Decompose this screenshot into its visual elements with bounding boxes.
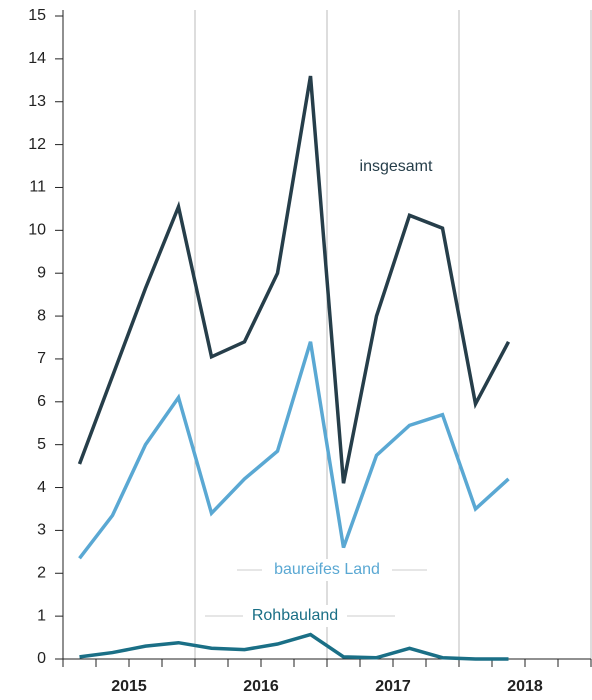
label-bg [243, 605, 347, 627]
y-tick-label: 13 [28, 93, 46, 110]
x-group-label: 2015 [111, 678, 147, 695]
y-tick-label: 7 [37, 350, 46, 367]
series-label: Rohbauland [252, 607, 338, 624]
y-tick-label: 11 [29, 179, 46, 196]
y-tick-label: 5 [37, 436, 46, 453]
series-line [79, 632, 509, 661]
y-tick-label: 3 [37, 522, 46, 539]
y-tick-label: 15 [28, 7, 46, 24]
x-group-label: 2016 [243, 678, 279, 695]
y-tick-label: 2 [37, 564, 46, 581]
y-tick-label: 8 [37, 307, 46, 324]
y-tick-label: 4 [37, 479, 46, 496]
x-group-label: 2018 [507, 678, 543, 695]
y-tick-label: 0 [37, 650, 46, 667]
y-tick-label: 1 [37, 607, 46, 624]
y-tick-label: 14 [28, 50, 46, 67]
series-label: insgesamt [360, 158, 433, 175]
y-tick-label: 9 [37, 264, 46, 281]
series-line [77, 75, 511, 484]
y-tick-label: 10 [28, 222, 46, 239]
x-group-label: 2017 [375, 678, 411, 695]
series-label: baureifes Land [274, 561, 380, 578]
label-bg [262, 559, 392, 581]
y-tick-label: 6 [37, 393, 46, 410]
y-tick-label: 12 [28, 136, 46, 153]
series-line [78, 341, 510, 560]
